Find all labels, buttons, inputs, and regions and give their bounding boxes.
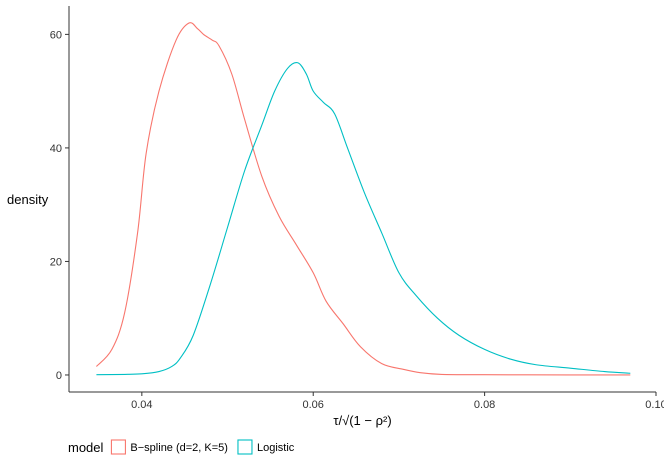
legend-label-logistic: Logistic [257,442,295,454]
x-tick-label: 0.10 [645,399,664,411]
series-line-bspline [96,22,631,376]
y-tick-label: 0 [56,370,62,382]
series-layer [96,22,631,376]
legend-label-bspline: B−spline (d=2, K=5) [130,442,228,454]
y-tick-label: 20 [50,256,62,268]
y-tick-label: 40 [50,143,62,155]
x-axis-ticks: 0.04 0.06 0.08 0.10 [131,392,664,411]
series-line-logistic [96,61,631,376]
legend: model B−spline (d=2, K=5) Logistic [68,439,295,455]
x-tick-label: 0.04 [131,399,152,411]
legend-key-logistic [237,439,253,455]
legend-title: model [68,440,104,455]
legend-key-bspline [110,439,126,455]
x-tick-label: 0.08 [474,399,495,411]
y-axis-ticks: 0 20 40 60 [50,29,69,382]
x-axis-title: τ/√(1 − ρ²) [333,413,391,428]
y-tick-label: 60 [50,29,62,41]
y-axis-title: density [7,192,49,207]
x-tick-label: 0.06 [303,399,324,411]
